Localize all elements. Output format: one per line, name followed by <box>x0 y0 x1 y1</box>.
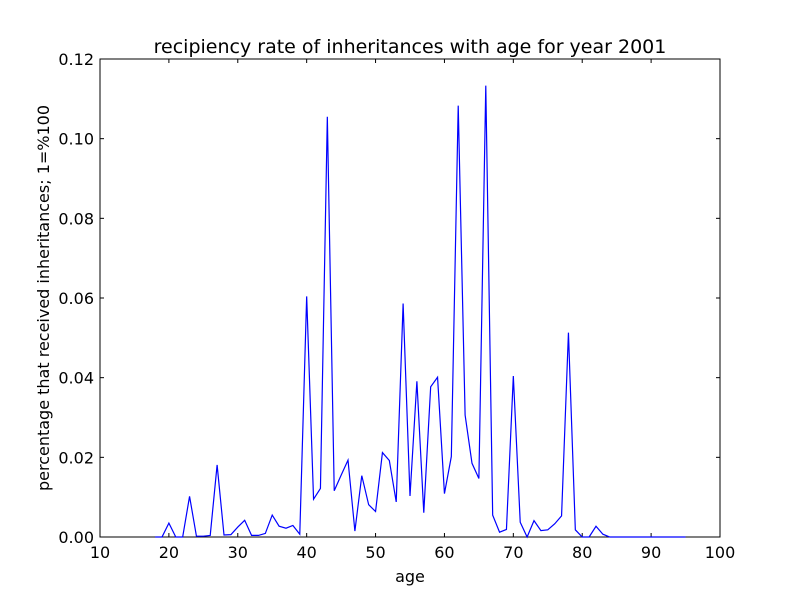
y-axis-title: percentage that received inheritances; 1… <box>34 105 53 491</box>
chart-title: recipiency rate of inheritances with age… <box>154 36 667 58</box>
x-tick-label: 20 <box>159 543 179 562</box>
x-tick-label: 40 <box>296 543 316 562</box>
x-tick-label: 90 <box>641 543 661 562</box>
y-tick-label: 0.04 <box>58 369 94 388</box>
x-tick-label: 60 <box>434 543 454 562</box>
y-tick-label: 0.12 <box>58 50 94 69</box>
y-tick-label: 0.10 <box>58 130 94 149</box>
y-tick-label: 0.00 <box>58 528 94 547</box>
x-tick-label: 80 <box>572 543 592 562</box>
y-tick-label: 0.08 <box>58 209 94 228</box>
x-tick-label: 30 <box>228 543 248 562</box>
series-layer <box>155 85 686 539</box>
y-tick-label: 0.02 <box>58 448 94 467</box>
x-tick-label: 10 <box>90 543 110 562</box>
plot-area-frame <box>99 58 721 538</box>
x-tick-label: 50 <box>365 543 385 562</box>
y-tick-label: 0.06 <box>58 289 94 308</box>
x-tick-label: 70 <box>503 543 523 562</box>
x-tick-label: 100 <box>705 543 736 562</box>
x-axis: 10 20 30 40 50 60 70 80 90 100 <box>90 59 735 562</box>
series-line-0 <box>155 85 686 539</box>
y-axis: 0.00 0.02 0.04 0.06 0.08 0.10 0.12 <box>58 50 720 547</box>
x-axis-title: age <box>395 567 425 586</box>
